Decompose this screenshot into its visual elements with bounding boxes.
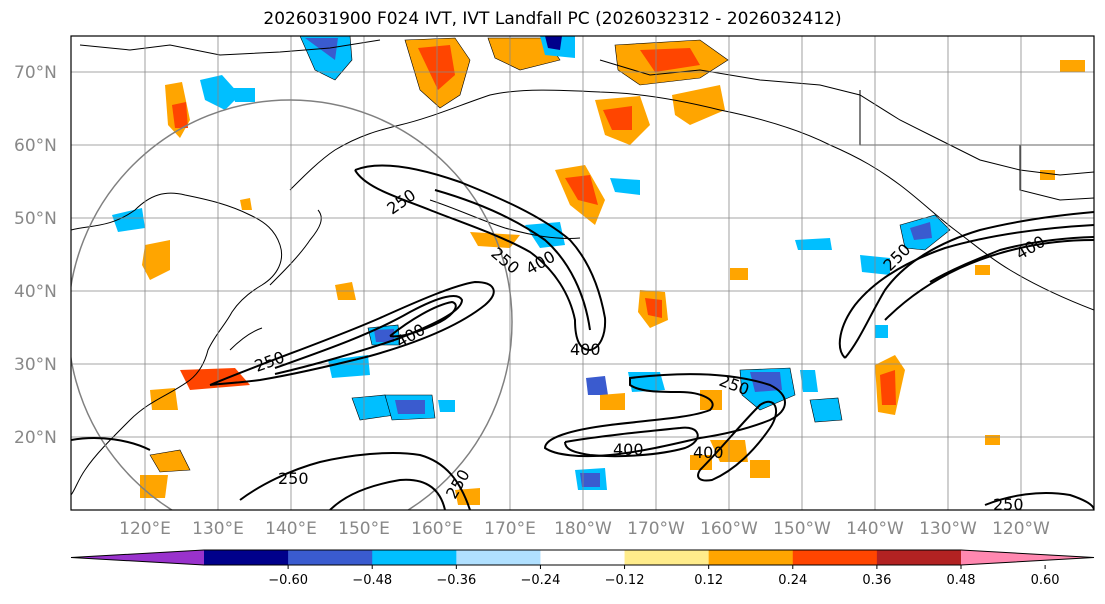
- landfall-radius-circle: [71, 99, 513, 510]
- contour-label: 400: [693, 443, 724, 462]
- colorbar-swatch: [204, 550, 289, 565]
- colorbar-tick-label: 0.60: [1031, 573, 1060, 588]
- colorbar-swatch: [708, 550, 794, 565]
- contour-label: 400: [570, 340, 601, 359]
- lat-label: 50°N: [14, 209, 57, 229]
- contour-label: 400: [613, 440, 644, 459]
- colorbar-tick-label: 0.24: [778, 573, 807, 588]
- latitude-axis: 70°N 60°N 50°N 40°N 30°N 20°N: [14, 63, 57, 448]
- longitude-axis: 120°E 130°E 140°E 150°E 160°E 170°E 180°…: [119, 519, 1050, 539]
- colorbar-tick-label: −0.48: [352, 573, 392, 588]
- lon-label: 130°E: [192, 519, 244, 539]
- colorbar-tick-label: 0.48: [947, 573, 976, 588]
- lon-label: 170°W: [627, 519, 685, 539]
- colorbar-swatch: [624, 550, 710, 565]
- coastlines: [71, 39, 1094, 496]
- lon-label: 170°E: [484, 519, 536, 539]
- lat-label: 30°N: [14, 355, 57, 375]
- map-frame: [70, 35, 1095, 511]
- map-title: 2026031900 F024 IVT, IVT Landfall PC (20…: [263, 9, 842, 29]
- colorbar-swatch: [792, 550, 878, 565]
- colorbar-swatch: [540, 550, 626, 565]
- contour-label: 250: [993, 495, 1024, 514]
- lat-label: 40°N: [14, 282, 57, 302]
- colorbar-swatch: [876, 550, 962, 565]
- lon-label: 180°W: [554, 519, 612, 539]
- lat-label: 70°N: [14, 63, 57, 83]
- colorbar-tick-label: 0.12: [694, 573, 723, 588]
- colorbar-extend-min: [71, 550, 204, 565]
- colorbar-tick-label: −0.24: [521, 573, 561, 588]
- lon-label: 140°W: [846, 519, 904, 539]
- colorbar-tick-label: −0.36: [436, 573, 476, 588]
- lon-label: 120°W: [992, 519, 1050, 539]
- lon-label: 160°W: [700, 519, 758, 539]
- map-area: [71, 36, 1094, 510]
- colorbar-swatch: [288, 550, 373, 565]
- ivt-contours: [71, 164, 1094, 510]
- contour-label: 250: [278, 469, 309, 488]
- lon-label: 150°W: [773, 519, 831, 539]
- colorbar-swatch: [456, 550, 541, 565]
- colorbar-tick-label: 0.36: [862, 573, 891, 588]
- lat-label: 20°N: [14, 428, 57, 448]
- colorbar: −0.60 −0.48 −0.36 −0.24 −0.12 0.12 0.24 0.36 0.4…: [70, 549, 1095, 588]
- lon-label: 120°E: [119, 519, 171, 539]
- lon-label: 160°E: [411, 519, 463, 539]
- colorbar-tick-label: −0.12: [605, 573, 645, 588]
- colorbar-swatch: [372, 550, 457, 565]
- colorbar-outline: [70, 549, 1095, 566]
- lon-label: 130°W: [919, 519, 977, 539]
- lon-label: 150°E: [338, 519, 390, 539]
- lon-label: 140°E: [265, 519, 317, 539]
- colorbar-extend-max: [961, 550, 1094, 565]
- colorbar-tick-label: −0.60: [268, 573, 308, 588]
- lat-label: 60°N: [14, 136, 57, 156]
